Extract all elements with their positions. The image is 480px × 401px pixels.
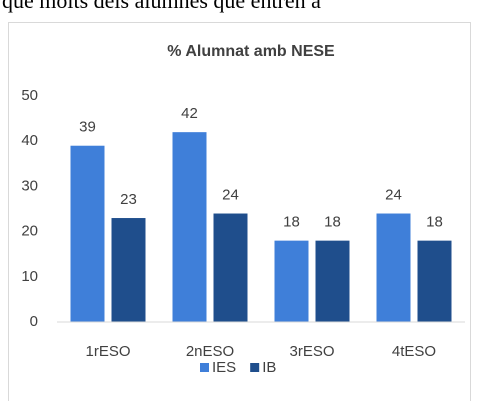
data-label: 18 [324, 214, 341, 231]
y-tick-label: 20 [21, 223, 38, 240]
x-tick-label: 4tESO [392, 343, 436, 360]
bar [274, 240, 309, 322]
bar [417, 240, 452, 322]
legend-label: IB [262, 359, 276, 376]
legend-swatch [200, 363, 209, 372]
data-label: 18 [426, 214, 443, 231]
data-label: 24 [385, 186, 402, 203]
data-label: 23 [120, 191, 137, 208]
data-label: 24 [222, 186, 239, 203]
y-tick-label: 10 [21, 268, 38, 285]
bar [172, 132, 207, 322]
data-label: 42 [181, 105, 198, 122]
y-tick-label: 30 [21, 177, 38, 194]
legend-label: IES [212, 359, 236, 376]
x-tick-label: 3rESO [289, 343, 334, 360]
data-label: 18 [283, 214, 300, 231]
document-text: que molts dels alumnes que entren a [2, 0, 321, 13]
data-label: 39 [79, 119, 96, 136]
y-tick-label: 50 [21, 87, 38, 104]
x-tick-label: 1rESO [85, 343, 130, 360]
chart-title: % Alumnat amb NESE [167, 43, 335, 60]
bar [213, 213, 248, 322]
x-tick-label: 2nESO [186, 343, 234, 360]
legend-swatch [250, 363, 260, 372]
bar [376, 213, 411, 322]
bar [315, 240, 350, 322]
bar [70, 145, 105, 322]
bar [111, 218, 146, 322]
y-tick-label: 0 [30, 313, 38, 330]
y-tick-label: 40 [21, 132, 38, 149]
